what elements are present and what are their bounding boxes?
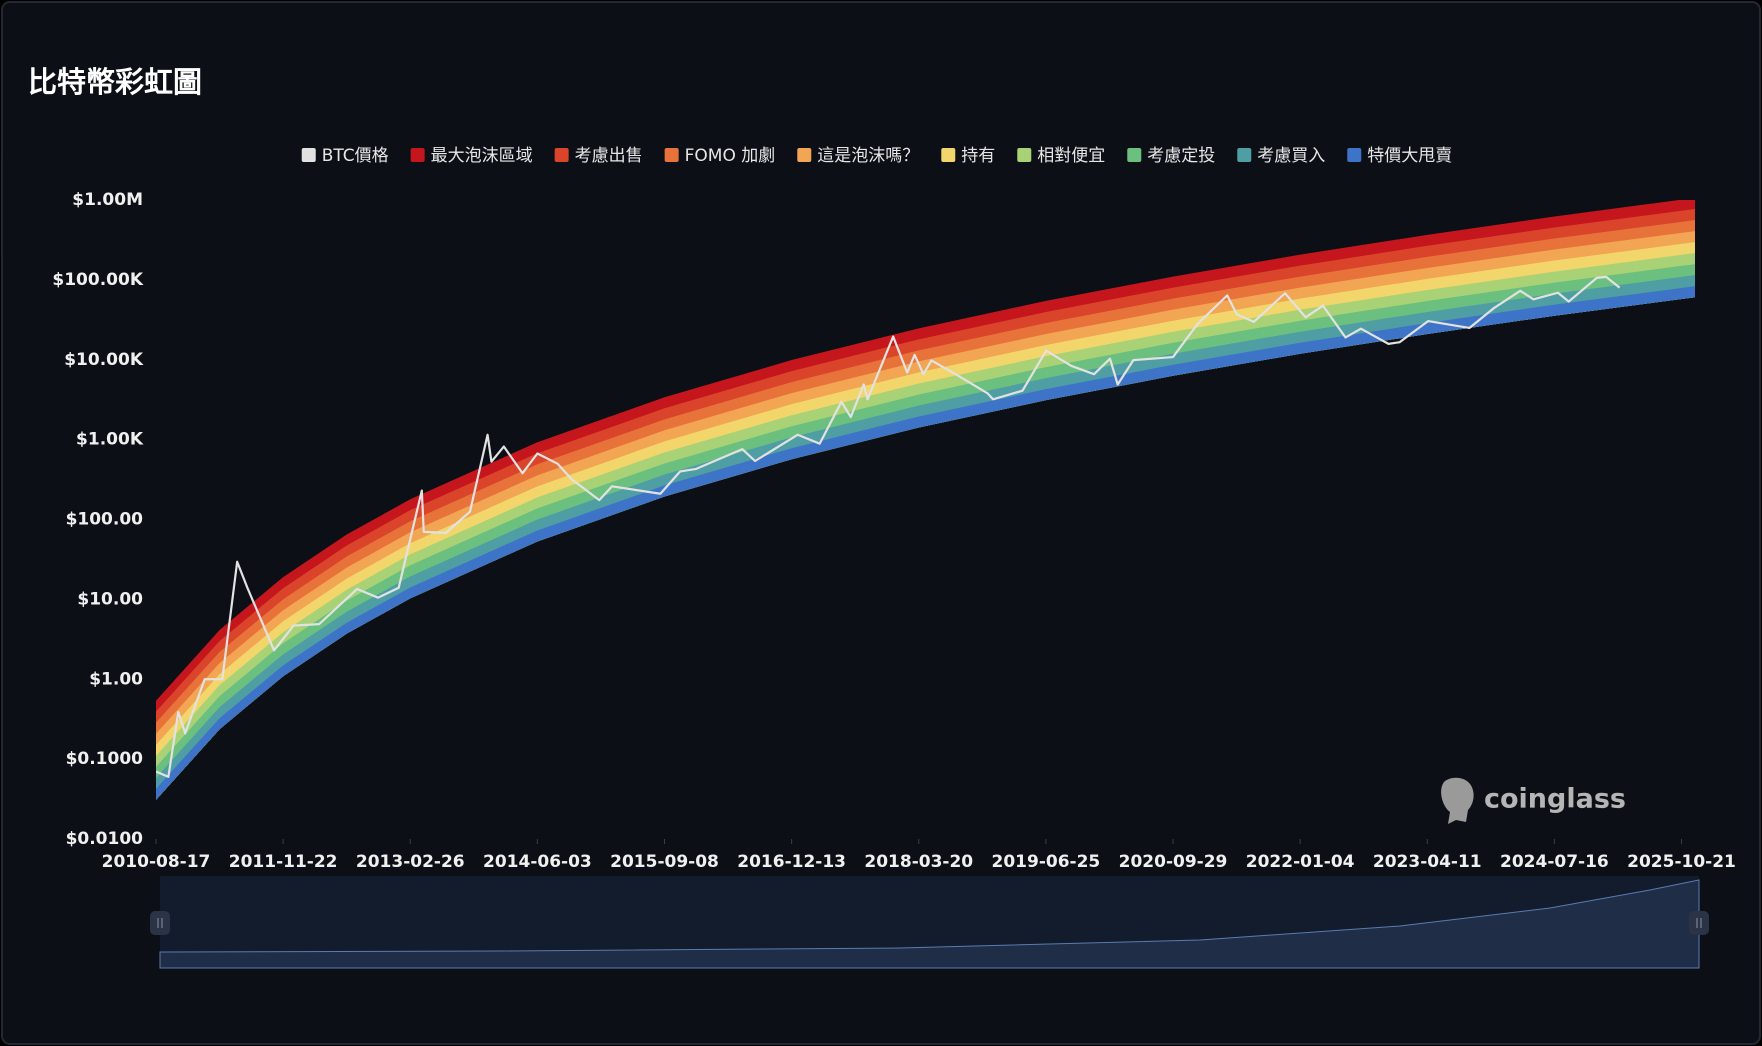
x-tick-label: 2022-01-04 — [1246, 852, 1355, 872]
legend-item[interactable]: 最大泡沫區域 — [410, 146, 533, 166]
x-tick-label: 2010-08-17 — [102, 852, 211, 872]
legend-item[interactable]: 考慮出售 — [554, 146, 643, 166]
x-tick-label: 2025-10-21 — [1627, 852, 1736, 872]
y-tick-label: $100.00 — [66, 510, 144, 530]
y-tick-label: $100.00K — [52, 270, 143, 290]
legend-swatch[interactable] — [410, 148, 425, 162]
x-tick-label: 2015-09-08 — [610, 852, 719, 872]
legend-item[interactable]: 考慮定投 — [1127, 146, 1215, 166]
watermark-logo — [1441, 777, 1474, 824]
legend-swatch[interactable] — [1347, 148, 1362, 162]
legend-item[interactable]: BTC價格 — [301, 146, 389, 166]
legend-label[interactable]: 考慮買入 — [1257, 146, 1325, 166]
chart-title: 比特幣彩虹圖 — [28, 65, 202, 99]
legend-item[interactable]: 這是泡沫嗎？ — [797, 146, 919, 166]
legend-swatch[interactable] — [301, 148, 316, 162]
plot-area — [156, 200, 1695, 800]
x-tick-label: 2014-06-03 — [483, 852, 592, 872]
legend-item[interactable]: 相對便宜 — [1017, 146, 1105, 166]
y-tick-label: $0.0100 — [66, 829, 144, 849]
legend-swatch[interactable] — [1237, 148, 1252, 162]
legend-item[interactable]: FOMO 加劇 — [664, 146, 776, 166]
x-tick-label: 2024-07-16 — [1500, 852, 1609, 872]
legend-item[interactable]: 考慮買入 — [1237, 146, 1325, 166]
legend-label[interactable]: 考慮出售 — [575, 146, 643, 166]
slider-handle[interactable] — [1689, 911, 1709, 935]
axes: $1.00M $100.00K $10.00K $1.00K $100.00 $10.00… — [52, 190, 1736, 872]
legend-label[interactable]: FOMO 加劇 — [685, 146, 776, 166]
price-line — [156, 275, 1621, 778]
y-tick-label: $0.1000 — [66, 749, 144, 769]
legend-swatch[interactable] — [664, 148, 679, 162]
y-tick-label: $1.00 — [89, 669, 143, 689]
legend-swatch[interactable] — [1127, 148, 1142, 162]
legend-swatch[interactable] — [1017, 148, 1032, 162]
y-tick-label: $1.00K — [76, 430, 144, 450]
legend: BTC價格 最大泡沫區域 考慮出售 FOMO 加劇 這是泡沫嗎？ 持有 相對便宜 考慮定投 考慮… — [301, 146, 1452, 166]
legend-swatch[interactable] — [941, 148, 956, 162]
zoom-slider[interactable] — [150, 876, 1709, 969]
y-tick-label: $10.00 — [77, 589, 143, 609]
legend-item[interactable]: 特價大甩賣 — [1347, 146, 1452, 166]
legend-swatch[interactable] — [797, 148, 812, 162]
x-tick-label: 2018-03-20 — [864, 852, 973, 872]
slider-preview — [159, 879, 1700, 969]
legend-label[interactable]: 相對便宜 — [1037, 146, 1105, 166]
legend-label[interactable]: 考慮定投 — [1147, 146, 1215, 166]
y-tick-label: $1.00M — [72, 190, 143, 210]
x-tick-label: 2013-02-26 — [356, 852, 465, 872]
legend-label[interactable]: 最大泡沫區域 — [431, 146, 533, 166]
x-tick-label: 2020-09-29 — [1119, 852, 1228, 872]
y-tick-label: $10.00K — [64, 350, 144, 370]
x-tick-label: 2016-12-13 — [737, 852, 846, 872]
watermark: coinglass — [1441, 777, 1626, 824]
legend-item[interactable]: 持有 — [941, 146, 995, 166]
legend-swatch[interactable] — [554, 148, 569, 162]
slider-handle[interactable] — [150, 911, 170, 935]
legend-label[interactable]: 特價大甩賣 — [1367, 146, 1452, 166]
x-tick-label: 2023-04-11 — [1373, 852, 1482, 872]
x-tick-label: 2019-06-25 — [992, 852, 1101, 872]
legend-label[interactable]: BTC價格 — [322, 146, 389, 166]
x-tick-label: 2011-11-22 — [229, 852, 338, 872]
legend-label[interactable]: 這是泡沫嗎？ — [817, 146, 919, 166]
watermark-text: coinglass — [1484, 784, 1626, 815]
legend-label[interactable]: 持有 — [961, 146, 995, 166]
